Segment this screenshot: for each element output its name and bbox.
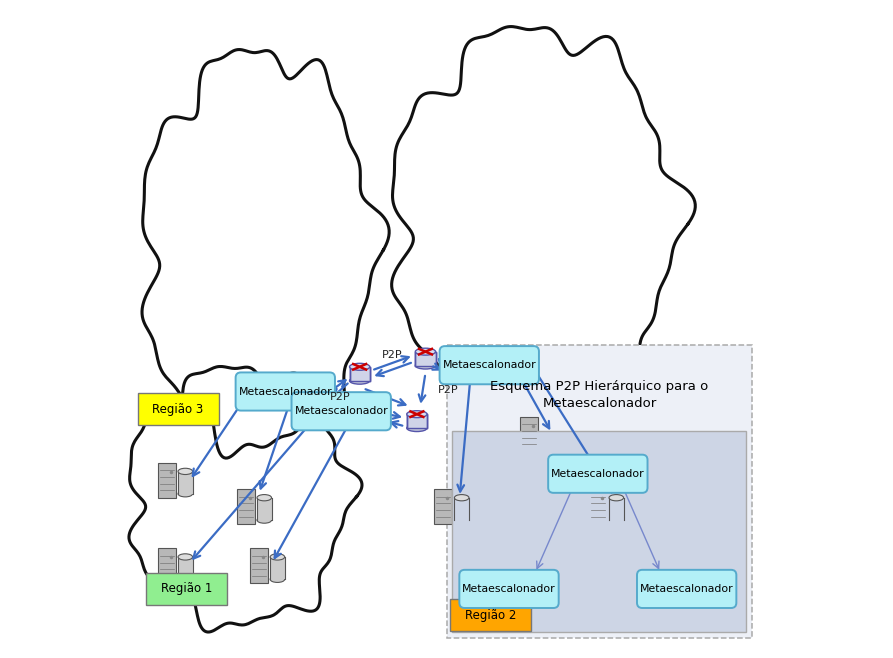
Ellipse shape [406, 411, 427, 418]
FancyBboxPatch shape [520, 417, 538, 452]
Text: Região 1: Região 1 [161, 582, 213, 595]
Ellipse shape [609, 517, 623, 523]
FancyBboxPatch shape [237, 490, 255, 524]
FancyBboxPatch shape [146, 573, 227, 605]
FancyBboxPatch shape [588, 490, 607, 524]
FancyBboxPatch shape [548, 455, 647, 493]
Text: P2P: P2P [382, 350, 403, 361]
Ellipse shape [257, 517, 271, 523]
FancyBboxPatch shape [439, 346, 539, 384]
Text: Metaescalonador: Metaescalonador [442, 360, 536, 370]
Ellipse shape [349, 377, 370, 384]
Polygon shape [129, 367, 362, 632]
Text: Região 2: Região 2 [465, 609, 516, 622]
Text: Região 3: Região 3 [153, 403, 204, 416]
FancyBboxPatch shape [459, 570, 559, 608]
FancyBboxPatch shape [236, 372, 335, 411]
Ellipse shape [178, 576, 193, 582]
Polygon shape [392, 26, 696, 428]
Ellipse shape [455, 495, 469, 501]
FancyBboxPatch shape [406, 414, 427, 428]
FancyBboxPatch shape [349, 367, 370, 381]
Ellipse shape [271, 554, 285, 560]
FancyBboxPatch shape [178, 471, 193, 494]
Ellipse shape [406, 424, 427, 432]
Text: Metaescalonador: Metaescalonador [551, 468, 645, 479]
FancyBboxPatch shape [452, 431, 746, 632]
FancyBboxPatch shape [434, 490, 452, 524]
FancyBboxPatch shape [257, 497, 271, 520]
Text: Metaescalonador: Metaescalonador [463, 584, 555, 594]
FancyBboxPatch shape [609, 497, 623, 520]
Polygon shape [142, 49, 389, 458]
Ellipse shape [609, 495, 623, 501]
FancyBboxPatch shape [458, 438, 753, 638]
Text: Metaescalonador: Metaescalonador [238, 386, 332, 397]
Ellipse shape [415, 348, 436, 355]
FancyBboxPatch shape [415, 351, 436, 366]
Text: Metaescalonador: Metaescalonador [295, 406, 388, 417]
FancyBboxPatch shape [291, 392, 391, 430]
FancyBboxPatch shape [138, 393, 219, 425]
Ellipse shape [455, 517, 469, 523]
Ellipse shape [349, 363, 370, 370]
Ellipse shape [178, 468, 193, 474]
Ellipse shape [257, 495, 271, 501]
FancyBboxPatch shape [158, 463, 176, 498]
FancyBboxPatch shape [637, 570, 737, 608]
Text: Esquema P2P Hierárquico para o
Metaescalonador: Esquema P2P Hierárquico para o Metaescal… [490, 380, 709, 410]
Ellipse shape [178, 554, 193, 560]
Text: P2P: P2P [330, 392, 350, 403]
FancyBboxPatch shape [446, 345, 753, 638]
Ellipse shape [415, 362, 436, 369]
FancyBboxPatch shape [271, 557, 285, 579]
FancyBboxPatch shape [455, 497, 469, 520]
Text: Metaescalonador: Metaescalonador [640, 584, 733, 594]
FancyBboxPatch shape [158, 548, 176, 584]
Ellipse shape [178, 491, 193, 497]
FancyBboxPatch shape [250, 548, 268, 584]
Ellipse shape [271, 576, 285, 582]
FancyBboxPatch shape [450, 599, 531, 631]
Text: P2P: P2P [438, 385, 459, 395]
FancyBboxPatch shape [178, 557, 193, 579]
